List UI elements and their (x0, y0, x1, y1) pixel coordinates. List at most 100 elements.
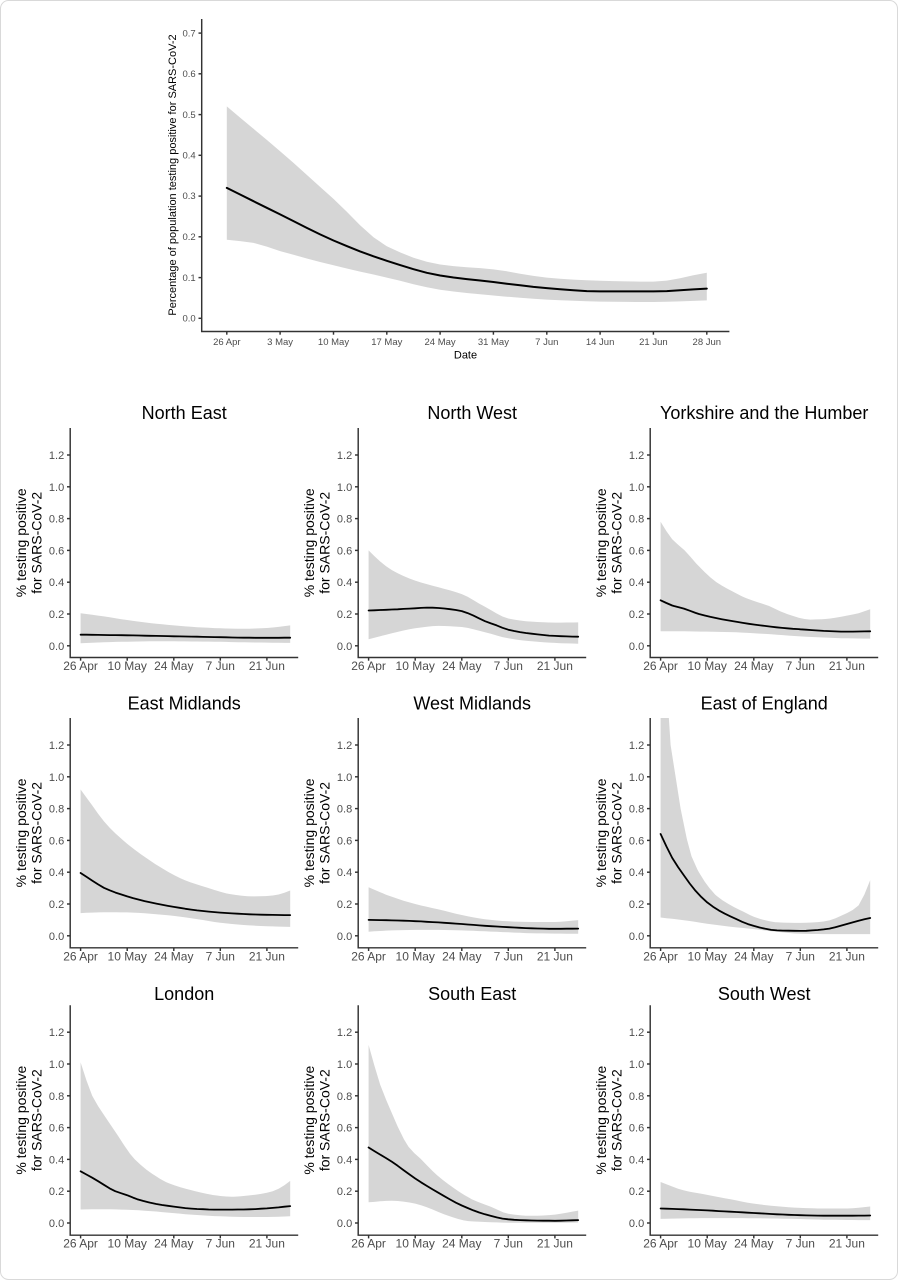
svg-text:7 Jun: 7 Jun (206, 659, 235, 673)
svg-text:0.0: 0.0 (182, 314, 195, 325)
svg-text:London: London (154, 984, 214, 1004)
svg-text:0.0: 0.0 (49, 1218, 64, 1230)
svg-text:1.0: 1.0 (337, 482, 352, 494)
svg-text:South West: South West (718, 984, 811, 1004)
svg-text:7 Jun: 7 Jun (494, 1237, 523, 1251)
svg-text:0.2: 0.2 (629, 1186, 644, 1198)
svg-text:26 Apr: 26 Apr (351, 659, 386, 673)
svg-text:0.6: 0.6 (337, 545, 352, 557)
svg-text:7 Jun: 7 Jun (206, 949, 235, 963)
svg-text:0.4: 0.4 (49, 577, 64, 589)
svg-text:0.8: 0.8 (629, 804, 644, 816)
svg-text:0.8: 0.8 (629, 1091, 644, 1103)
svg-text:10 May: 10 May (396, 1237, 435, 1251)
svg-text:3 May: 3 May (267, 337, 293, 348)
svg-text:1.0: 1.0 (337, 772, 352, 784)
svg-text:for SARS-CoV-2: for SARS-CoV-2 (608, 492, 624, 594)
svg-text:31 May: 31 May (478, 337, 509, 348)
svg-text:10 May: 10 May (318, 337, 349, 348)
svg-text:0.0: 0.0 (337, 641, 352, 653)
svg-text:26 Apr: 26 Apr (351, 1237, 386, 1251)
svg-text:0.8: 0.8 (49, 804, 64, 816)
svg-text:% testing positive: % testing positive (593, 488, 609, 597)
svg-text:24 May: 24 May (734, 949, 773, 963)
svg-text:South East: South East (428, 984, 516, 1004)
svg-text:0.6: 0.6 (49, 1123, 64, 1135)
svg-text:0.4: 0.4 (337, 867, 352, 879)
svg-text:26 Apr: 26 Apr (643, 1237, 678, 1251)
svg-text:% testing positive: % testing positive (13, 778, 29, 887)
svg-text:26 Apr: 26 Apr (63, 949, 98, 963)
svg-text:1.2: 1.2 (629, 740, 644, 752)
svg-text:10 May: 10 May (688, 949, 727, 963)
svg-text:0.2: 0.2 (337, 899, 352, 911)
svg-text:West Midlands: West Midlands (413, 694, 531, 714)
svg-text:0.8: 0.8 (337, 804, 352, 816)
svg-text:0.8: 0.8 (337, 1091, 352, 1103)
svg-text:0.2: 0.2 (629, 899, 644, 911)
svg-text:1.0: 1.0 (629, 772, 644, 784)
svg-text:7 Jun: 7 Jun (535, 337, 558, 348)
svg-text:0.4: 0.4 (49, 867, 64, 879)
svg-text:24 May: 24 May (442, 1237, 481, 1251)
svg-text:10 May: 10 May (108, 659, 147, 673)
svg-text:10 May: 10 May (396, 659, 435, 673)
svg-text:24 May: 24 May (442, 659, 481, 673)
svg-text:0.3: 0.3 (182, 191, 195, 202)
svg-text:for SARS-CoV-2: for SARS-CoV-2 (608, 782, 624, 884)
svg-text:0.2: 0.2 (182, 232, 195, 243)
svg-text:for SARS-CoV-2: for SARS-CoV-2 (608, 1069, 624, 1171)
svg-text:0.4: 0.4 (629, 867, 644, 879)
svg-text:1.0: 1.0 (337, 1059, 352, 1071)
svg-text:% testing positive: % testing positive (593, 1066, 609, 1175)
svg-text:1.2: 1.2 (337, 1027, 352, 1039)
svg-text:Percentage of population testi: Percentage of population testing positiv… (167, 34, 179, 315)
svg-text:0.2: 0.2 (49, 1186, 64, 1198)
svg-text:26 Apr: 26 Apr (63, 1237, 98, 1251)
svg-text:1.2: 1.2 (629, 1027, 644, 1039)
svg-text:0.4: 0.4 (182, 151, 195, 162)
svg-text:24 May: 24 May (442, 949, 481, 963)
svg-text:0.2: 0.2 (337, 609, 352, 621)
svg-text:0.2: 0.2 (49, 899, 64, 911)
svg-text:1.0: 1.0 (49, 1059, 64, 1071)
svg-text:1.0: 1.0 (629, 1059, 644, 1071)
svg-text:24 May: 24 May (154, 1237, 193, 1251)
svg-text:21 Jun: 21 Jun (537, 659, 573, 673)
svg-text:0.0: 0.0 (49, 931, 64, 943)
svg-text:0.6: 0.6 (629, 1123, 644, 1135)
svg-text:28 Jun: 28 Jun (693, 337, 722, 348)
svg-text:0.1: 0.1 (182, 273, 195, 284)
svg-text:0.6: 0.6 (337, 835, 352, 847)
svg-text:Date: Date (454, 350, 477, 362)
svg-text:26 Apr: 26 Apr (213, 337, 240, 348)
svg-text:0.0: 0.0 (337, 1218, 352, 1230)
svg-text:1.2: 1.2 (49, 740, 64, 752)
svg-text:for SARS-CoV-2: for SARS-CoV-2 (316, 1069, 332, 1171)
svg-text:% testing positive: % testing positive (593, 778, 609, 887)
svg-text:0.6: 0.6 (629, 545, 644, 557)
svg-text:10 May: 10 May (108, 949, 147, 963)
svg-text:1.2: 1.2 (49, 450, 64, 462)
svg-text:10 May: 10 May (688, 659, 727, 673)
svg-text:0.6: 0.6 (49, 835, 64, 847)
svg-text:10 May: 10 May (108, 1237, 147, 1251)
svg-text:21 Jun: 21 Jun (537, 949, 573, 963)
svg-text:7 Jun: 7 Jun (494, 659, 523, 673)
svg-text:17 May: 17 May (371, 337, 402, 348)
svg-text:24 May: 24 May (734, 1237, 773, 1251)
svg-text:1.0: 1.0 (629, 482, 644, 494)
svg-text:for SARS-CoV-2: for SARS-CoV-2 (316, 492, 332, 594)
svg-text:0.0: 0.0 (49, 641, 64, 653)
svg-text:Yorkshire and the Humber: Yorkshire and the Humber (660, 403, 868, 423)
svg-text:21 Jun: 21 Jun (829, 659, 865, 673)
svg-text:0.0: 0.0 (337, 931, 352, 943)
svg-text:for SARS-CoV-2: for SARS-CoV-2 (28, 782, 44, 884)
svg-text:0.2: 0.2 (337, 1186, 352, 1198)
svg-text:26 Apr: 26 Apr (643, 949, 678, 963)
svg-text:0.8: 0.8 (629, 514, 644, 526)
svg-text:0.4: 0.4 (49, 1154, 64, 1166)
svg-text:0.4: 0.4 (629, 577, 644, 589)
svg-text:% testing positive: % testing positive (301, 778, 317, 887)
svg-text:0.5: 0.5 (182, 110, 195, 121)
